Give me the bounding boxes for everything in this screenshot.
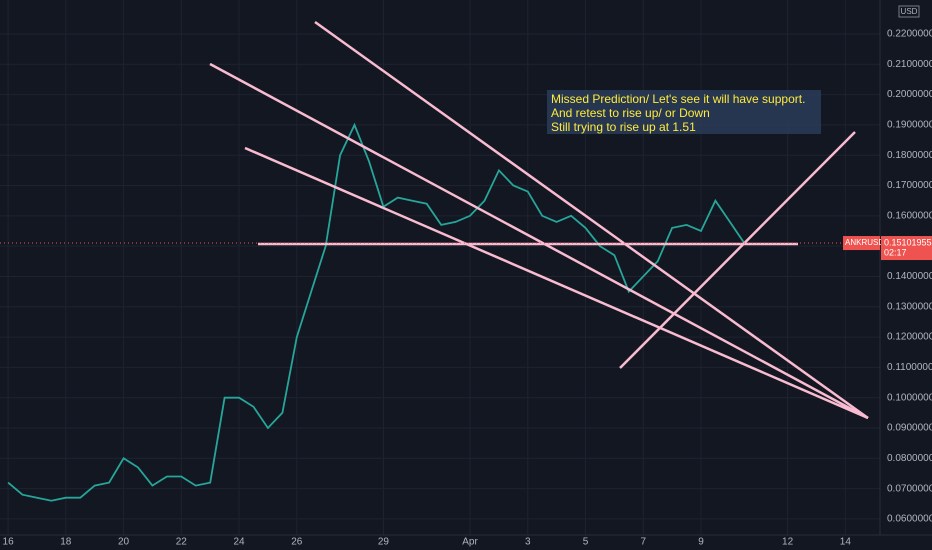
annotation-box	[547, 90, 821, 134]
currency: USD	[901, 7, 918, 16]
x-tick-label: 22	[176, 537, 188, 548]
x-tick-label: 9	[698, 537, 704, 548]
y-tick-label: 0.22000000	[887, 29, 932, 40]
x-tick-label: 18	[60, 537, 72, 548]
symbol: ANKRUSD	[845, 238, 884, 247]
annotation-text: Still trying to rise up at 1.51	[551, 120, 696, 134]
symbol-tag	[843, 236, 880, 251]
price-line	[7, 122, 746, 502]
x-tick-label: 26	[291, 537, 303, 548]
currency-box	[898, 5, 920, 18]
plot	[7, 122, 746, 502]
trend-line	[244, 146, 869, 420]
annotation-text: Missed Prediction/ Let's see it will hav…	[551, 92, 805, 106]
annotation-text: And retest to rise up/ or Down	[551, 106, 710, 120]
x-tick-label: 16	[3, 537, 15, 548]
x-tick-label: 29	[378, 537, 390, 548]
x-tick-label: 5	[583, 537, 589, 548]
x-tick-label: 7	[640, 537, 646, 548]
trend-line	[314, 20, 869, 420]
x-tick-label: 12	[782, 537, 794, 548]
trend-line	[619, 131, 856, 369]
trend-line	[209, 62, 869, 420]
x-tick-label: 14	[840, 537, 852, 548]
countdown: 02:17	[884, 247, 907, 257]
last-price: 0.15101955	[884, 237, 932, 247]
x-tick-label: 3	[525, 537, 531, 548]
x-tick-label: Apr	[462, 537, 478, 548]
x-tick-label: 24	[233, 537, 245, 548]
x-tick-label: 20	[118, 537, 130, 548]
price-axis	[880, 0, 932, 550]
price-tag	[881, 236, 932, 261]
